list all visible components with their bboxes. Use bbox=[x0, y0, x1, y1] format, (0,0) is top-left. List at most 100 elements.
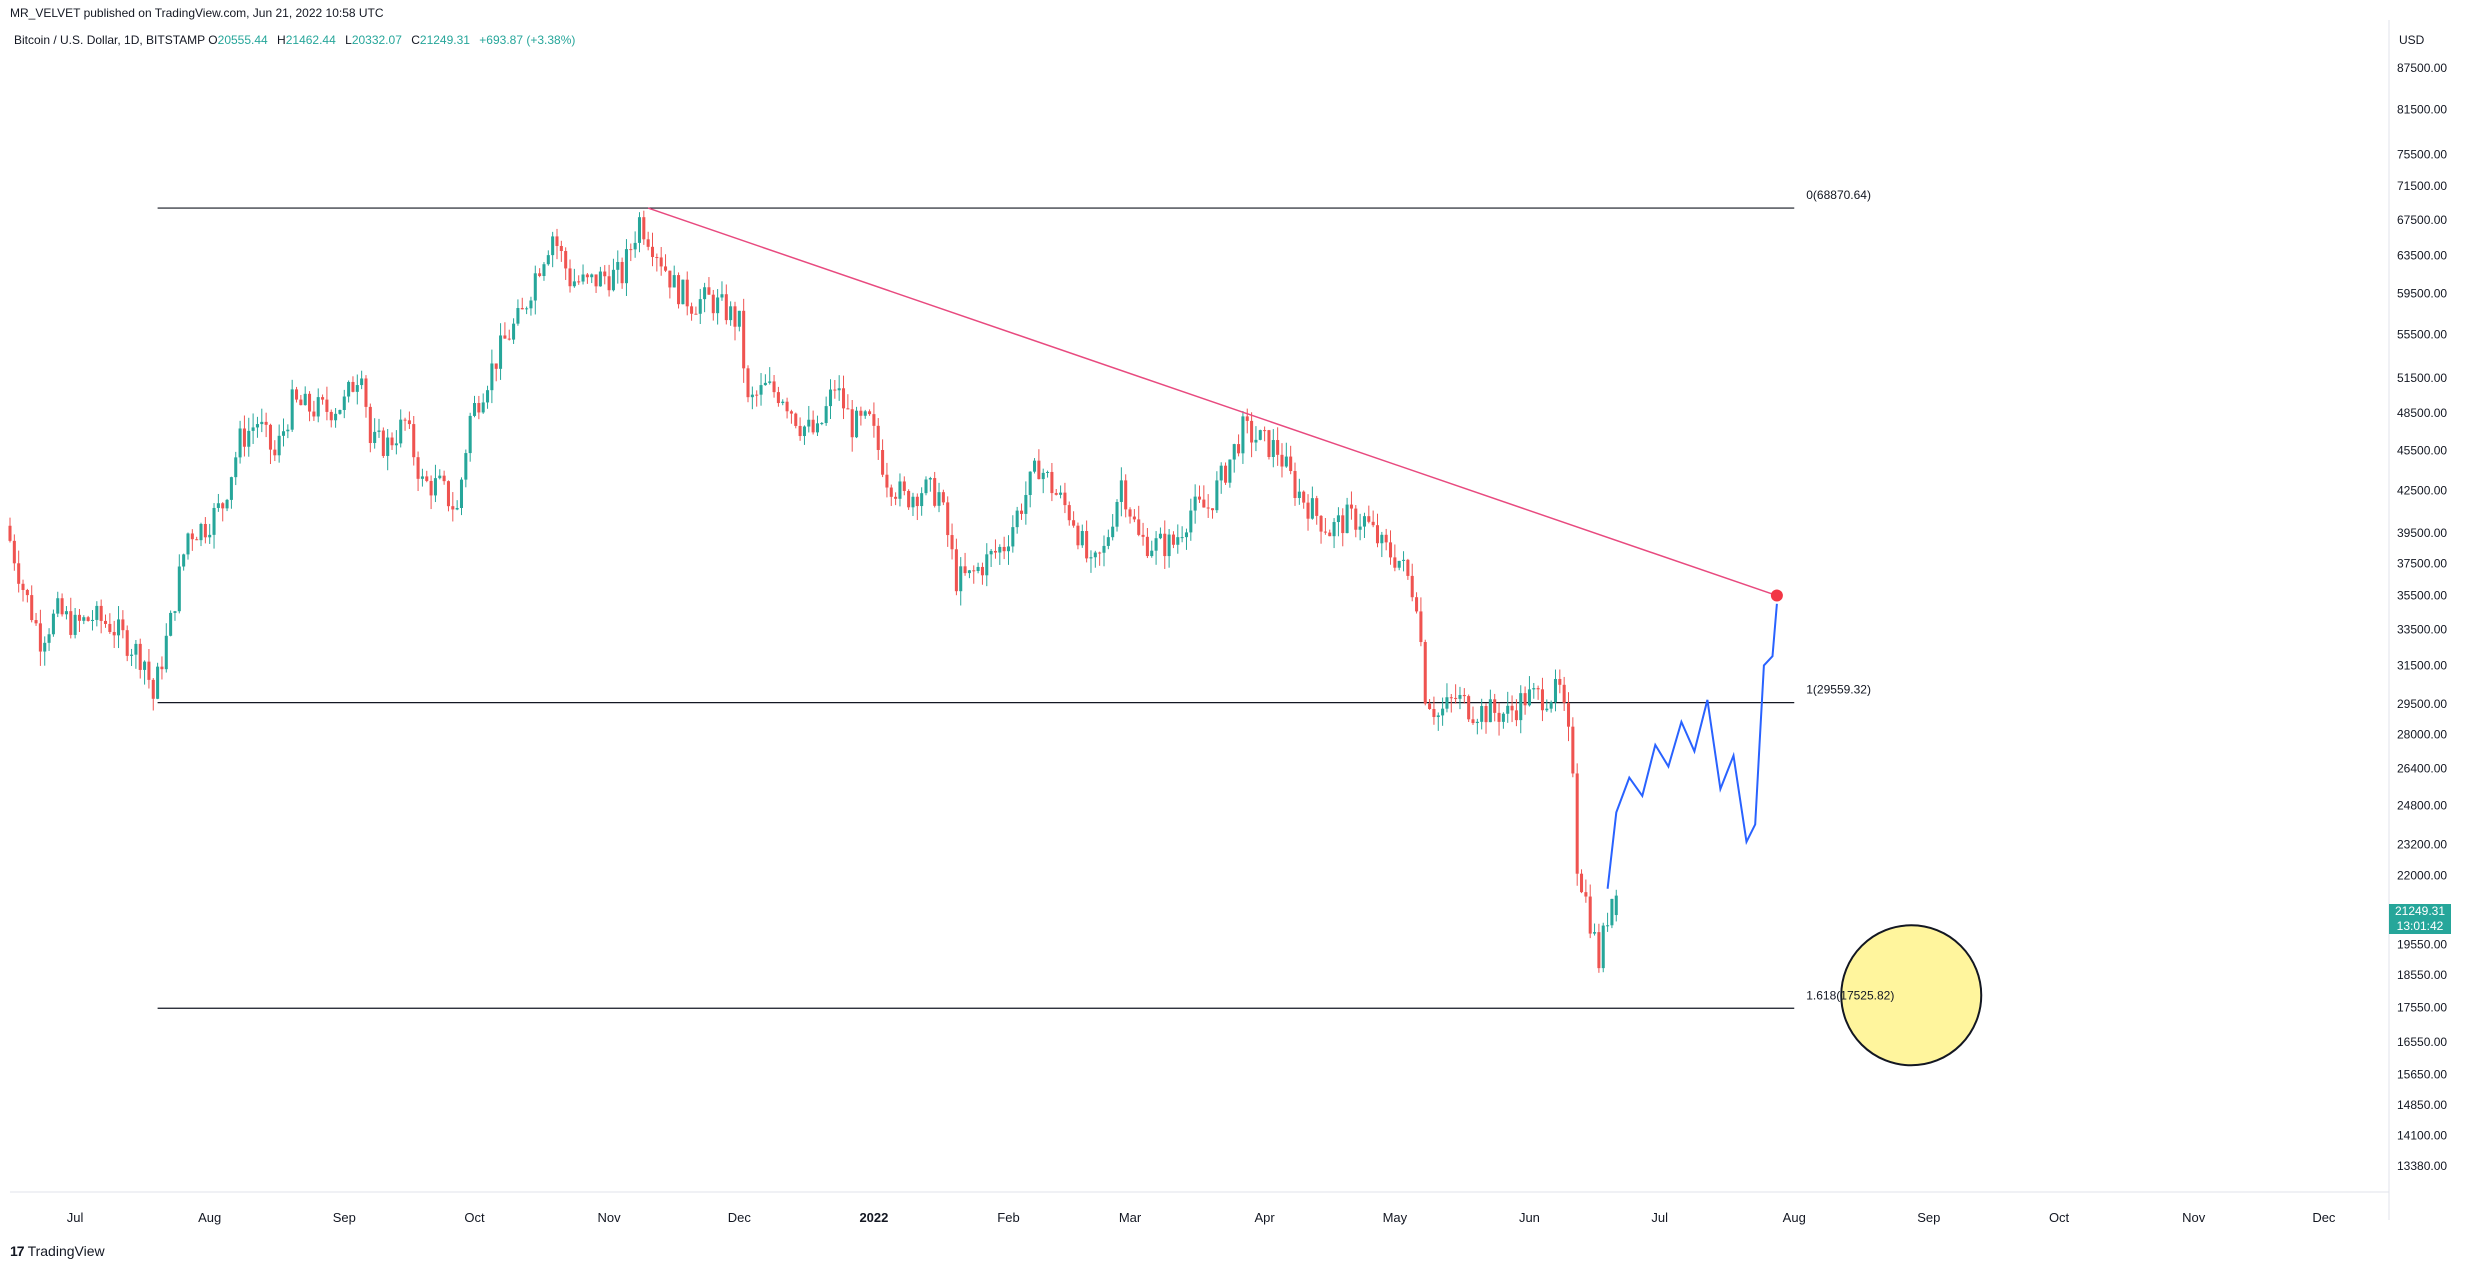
price-axis[interactable]: 87500.00 81500.00 75500.00 71500.00 67500.00… bbox=[2397, 61, 2447, 1173]
candle-body bbox=[789, 411, 793, 414]
candle-body bbox=[1180, 537, 1184, 539]
tradingview-logo-icon: 17 bbox=[10, 1243, 25, 1259]
candle-body bbox=[525, 308, 529, 310]
candle-body bbox=[637, 217, 641, 243]
candle-body bbox=[1423, 642, 1427, 704]
candle-body bbox=[1506, 705, 1510, 714]
candle-body bbox=[1132, 516, 1136, 520]
candle-body bbox=[1354, 508, 1358, 530]
candle-body bbox=[716, 297, 720, 314]
candle-body bbox=[1211, 508, 1215, 511]
candle-body bbox=[308, 393, 312, 412]
candle-body bbox=[590, 274, 594, 278]
candle-body bbox=[1241, 416, 1245, 454]
candle-body bbox=[69, 611, 73, 635]
candle-body bbox=[894, 496, 898, 499]
candle-body bbox=[260, 421, 264, 425]
candle-body bbox=[993, 550, 997, 553]
price-tick-label: 63500.00 bbox=[2397, 249, 2447, 263]
candle-body bbox=[212, 507, 216, 535]
candle-body bbox=[1080, 531, 1084, 546]
time-axis[interactable]: Jul Aug Sep Oct Nov Dec 2022 Feb Mar Apr May Jun Jul… bbox=[67, 1210, 2336, 1225]
candle-body bbox=[425, 476, 429, 481]
candle-body bbox=[86, 617, 90, 621]
candle-body bbox=[655, 257, 659, 259]
candle-body bbox=[807, 419, 811, 427]
candle-body bbox=[1415, 597, 1419, 612]
candle-body bbox=[151, 679, 155, 699]
price-tick-label: 67500.00 bbox=[2397, 213, 2447, 227]
time-tick-label: Feb bbox=[997, 1210, 1019, 1225]
candle-body bbox=[516, 308, 520, 324]
candle-body bbox=[1549, 702, 1553, 709]
candle-body bbox=[468, 415, 472, 454]
candle-body bbox=[143, 661, 147, 670]
time-tick-label: Oct bbox=[464, 1210, 485, 1225]
candle-body bbox=[25, 589, 29, 596]
candle-body bbox=[711, 294, 715, 314]
candle-body bbox=[455, 507, 459, 510]
candle-body bbox=[690, 306, 694, 314]
candle-body bbox=[915, 496, 919, 507]
candle-body bbox=[1532, 688, 1536, 690]
candle-body bbox=[225, 499, 229, 509]
candle-body bbox=[1106, 537, 1110, 546]
candle-body bbox=[542, 264, 546, 277]
change-value: +693.87 (+3.38%) bbox=[479, 33, 576, 47]
candle-body bbox=[928, 478, 932, 480]
candle-body bbox=[1206, 507, 1210, 509]
candle-body bbox=[156, 666, 160, 699]
candle-body bbox=[43, 642, 47, 652]
candle-body bbox=[1319, 515, 1323, 532]
open-value: 20555.44 bbox=[217, 33, 268, 47]
candle-body bbox=[950, 535, 954, 550]
candle-body bbox=[1111, 526, 1115, 538]
price-tick-label: 14850.00 bbox=[2397, 1098, 2447, 1112]
candle-body bbox=[672, 275, 676, 288]
candle-body bbox=[1302, 491, 1306, 503]
price-tick-label: 15650.00 bbox=[2397, 1067, 2447, 1081]
candle-body bbox=[1601, 925, 1605, 969]
trendline-group[interactable] bbox=[647, 207, 1783, 602]
candle-body bbox=[1263, 430, 1267, 432]
candle-body bbox=[312, 411, 316, 417]
candle-body bbox=[633, 242, 637, 250]
candle-body bbox=[1011, 527, 1015, 547]
candle-body bbox=[1189, 510, 1193, 533]
price-tick-label: 42500.00 bbox=[2397, 483, 2447, 497]
candle-body bbox=[1102, 545, 1106, 553]
price-tick-label: 87500.00 bbox=[2397, 61, 2447, 75]
candle-body bbox=[1449, 697, 1453, 699]
candle-body bbox=[1224, 465, 1228, 483]
candle-body bbox=[433, 478, 437, 496]
candle-body bbox=[1050, 471, 1054, 494]
price-tick-label: 45500.00 bbox=[2397, 443, 2447, 457]
footer-brand[interactable]: 17 TradingView bbox=[10, 1243, 105, 1259]
candle-body bbox=[1145, 536, 1149, 557]
candle-body bbox=[863, 411, 867, 416]
price-tick-label: 22000.00 bbox=[2397, 868, 2447, 882]
symbol-name: Bitcoin / U.S. Dollar, 1D, BITSTAMP bbox=[14, 33, 205, 47]
candle-body bbox=[720, 294, 724, 298]
candle-body bbox=[1462, 694, 1466, 697]
projection-group[interactable] bbox=[1606, 603, 1778, 889]
candle-body bbox=[1267, 430, 1271, 457]
candle-body bbox=[1202, 499, 1206, 508]
candle-body bbox=[1076, 525, 1080, 546]
candle-body bbox=[937, 492, 941, 506]
price-tick-label: 24800.00 bbox=[2397, 798, 2447, 812]
candle-body bbox=[572, 281, 576, 287]
candle-body bbox=[1006, 546, 1011, 552]
candle-body bbox=[1545, 708, 1549, 711]
price-tick-label: 51500.00 bbox=[2397, 371, 2447, 385]
candle-body bbox=[30, 595, 34, 621]
candle-body bbox=[1171, 534, 1175, 545]
candle-body bbox=[1085, 531, 1089, 559]
candle-body bbox=[1193, 496, 1197, 511]
candle-body bbox=[824, 406, 828, 424]
candle-body bbox=[1015, 510, 1019, 528]
candle-body bbox=[1393, 557, 1397, 568]
candle-body bbox=[407, 420, 411, 425]
fib-extension[interactable]: 0(68870.64) 1(29559.32) 1.618(17525.82) bbox=[157, 188, 1983, 1067]
